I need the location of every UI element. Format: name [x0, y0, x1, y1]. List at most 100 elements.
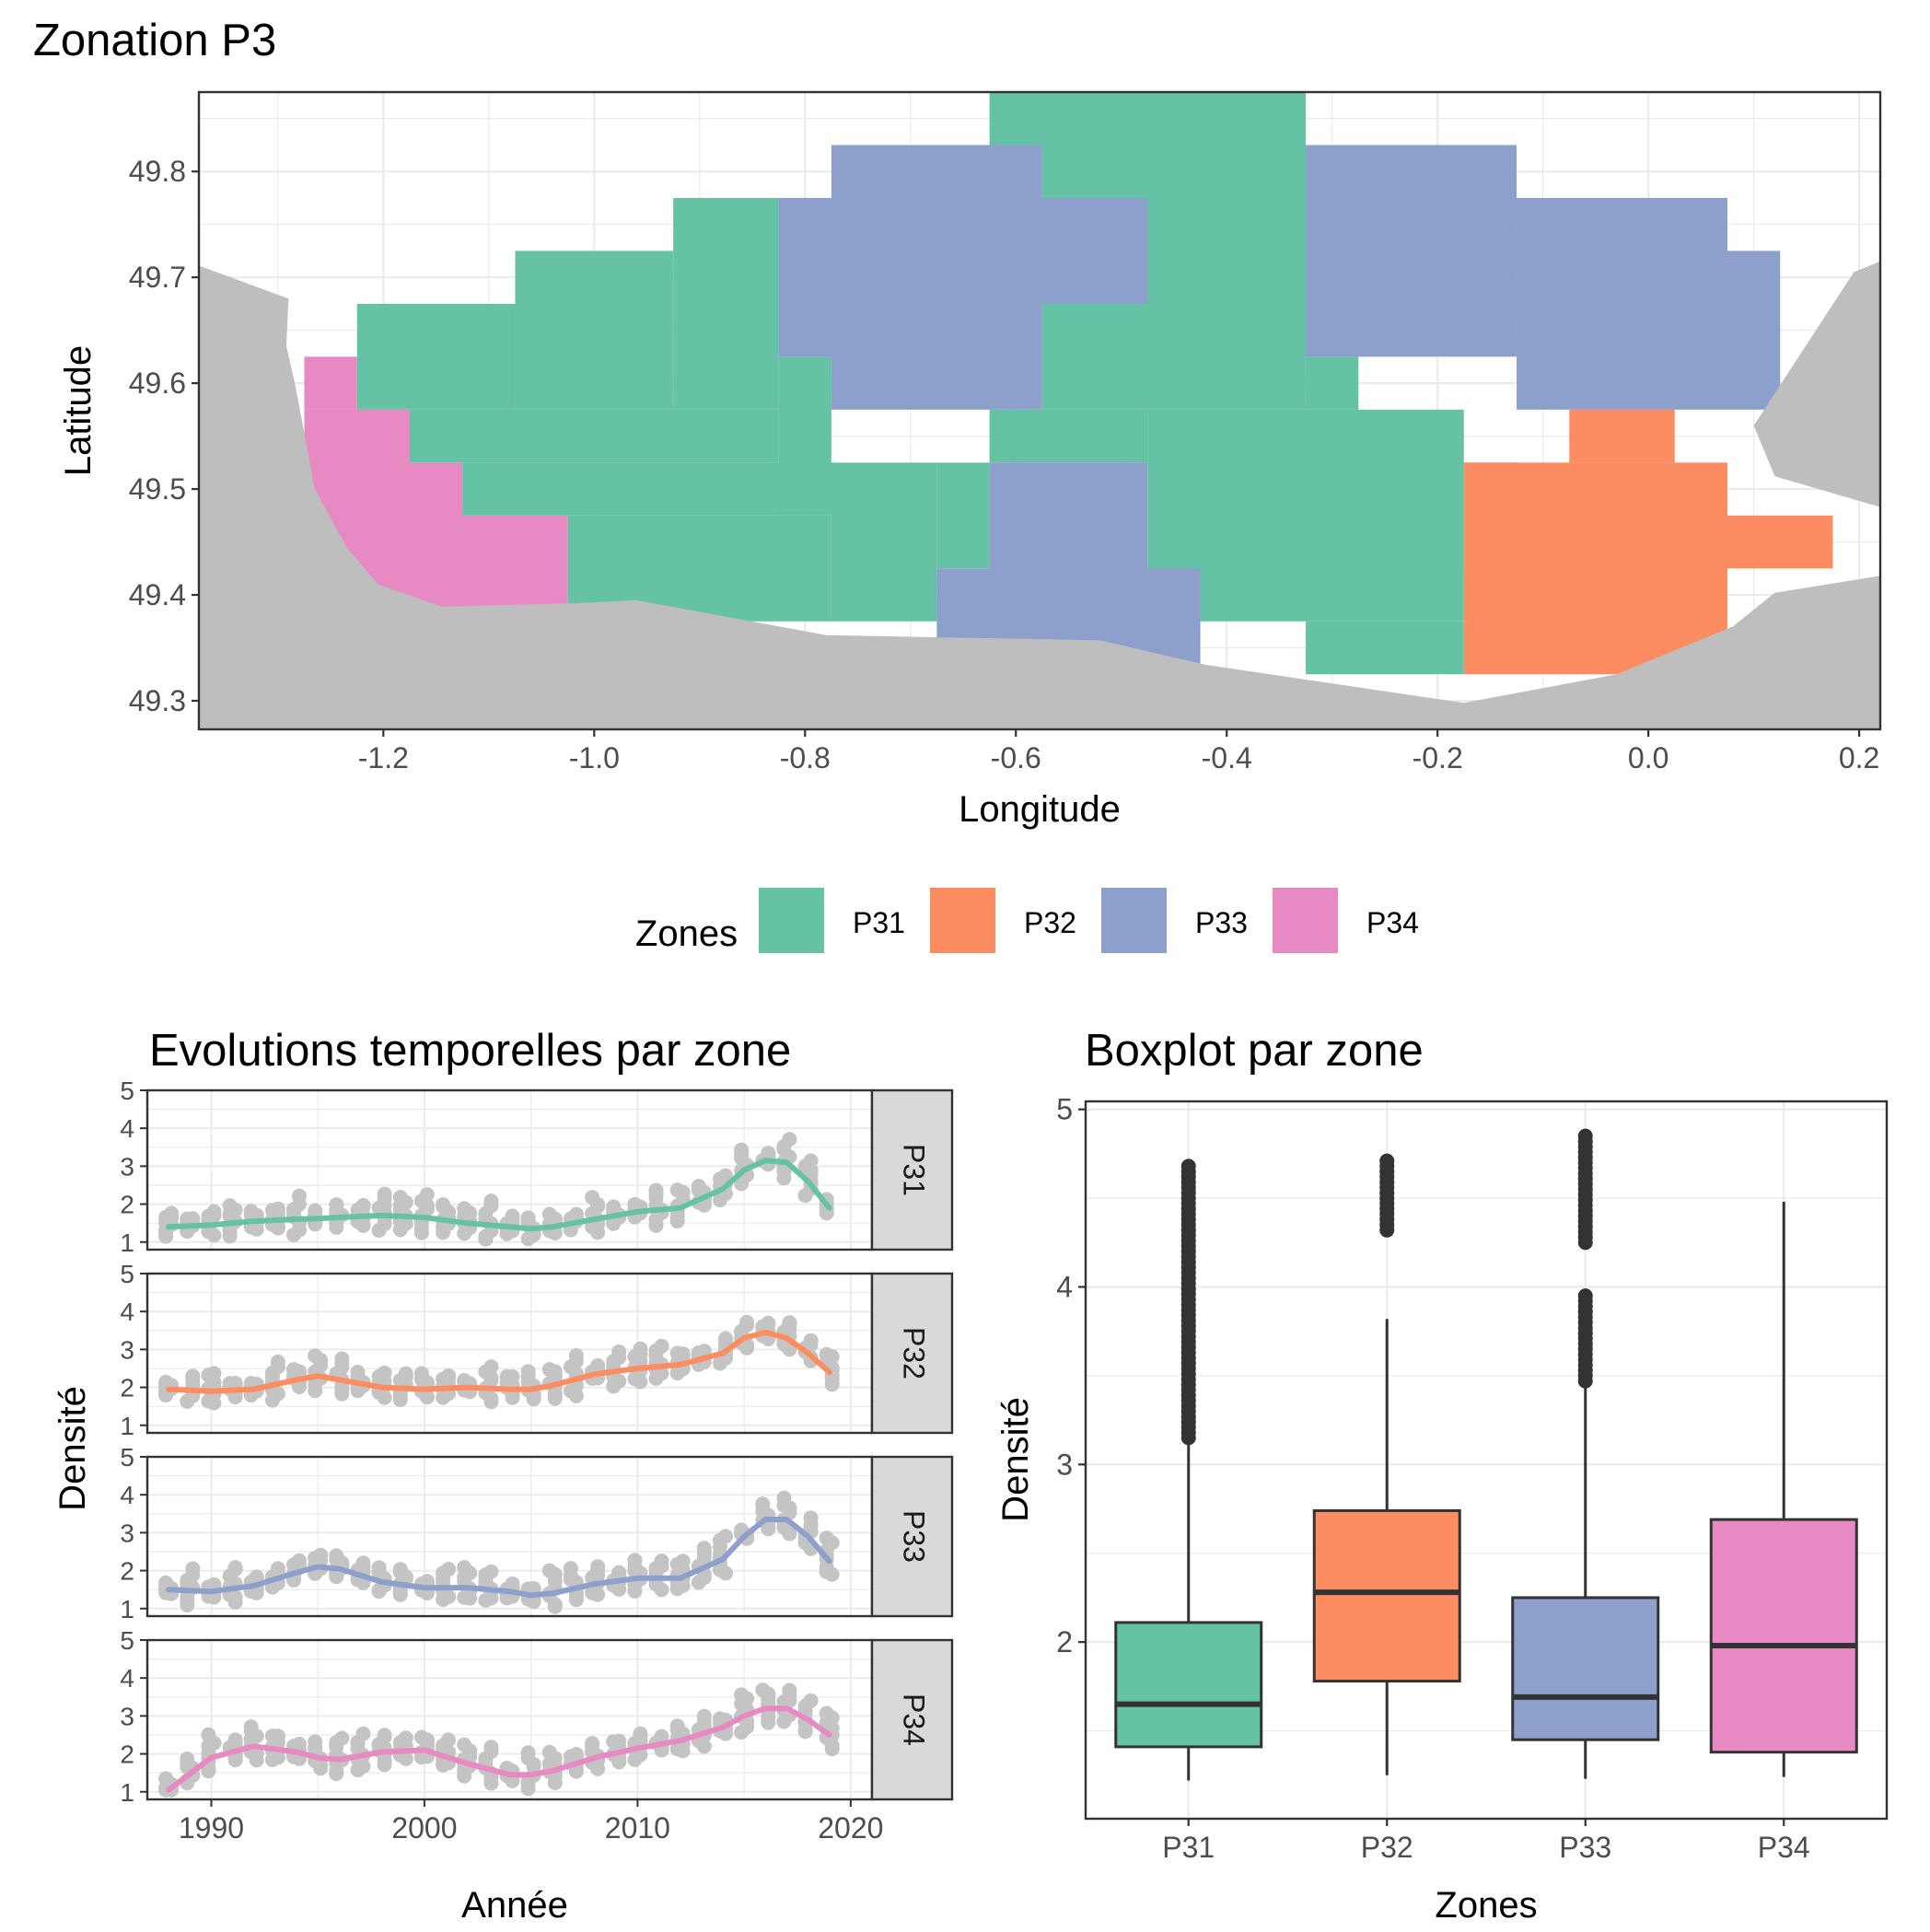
map-cell-p31	[831, 462, 937, 622]
map-cell-p32	[1463, 462, 1727, 675]
land-east-headland	[1753, 261, 1880, 507]
data-point	[654, 1728, 669, 1744]
map-cell-p31	[409, 409, 779, 463]
facet-y-tick-label: 5	[120, 1626, 134, 1655]
facet-y-tick-label: 5	[120, 1260, 134, 1288]
data-point	[270, 1354, 285, 1369]
box-marks	[1114, 1128, 1858, 1781]
data-point	[222, 1198, 238, 1214]
series-x-tick-label: 1990	[179, 1811, 244, 1845]
map-cell-p31	[989, 409, 1148, 463]
map-y-tick-label: 49.4	[129, 578, 186, 611]
facet-strip-label: P31	[898, 1144, 931, 1196]
series-x-tick-label: 2000	[391, 1811, 457, 1845]
map-y-tick-label: 49.7	[129, 261, 186, 294]
series-title: Evolutions temporelles par zone	[149, 1026, 791, 1076]
map-cell-p31	[462, 462, 831, 516]
box-p34	[1709, 1201, 1858, 1777]
legend-title: Zones	[635, 914, 738, 954]
data-point	[185, 1368, 201, 1384]
facet-strip	[870, 1088, 954, 1251]
map-cell-p33	[989, 197, 1148, 304]
map-cell-p31	[778, 356, 831, 516]
data-point	[355, 1726, 371, 1741]
facet-y-tick-label: 4	[120, 1664, 134, 1693]
facet-p34: P34 1 2 3 4 5	[120, 1626, 954, 1807]
box-y-label: Densité	[995, 1397, 1036, 1522]
data-point	[377, 1728, 392, 1743]
data-point	[611, 1344, 627, 1359]
zones-legend: Zones P31 P32 P33 P34	[635, 888, 1419, 954]
map-y-label: Latitude	[58, 345, 99, 476]
data-point	[377, 1186, 392, 1202]
data-point	[755, 1682, 771, 1698]
facet-strip-label: P32	[898, 1327, 931, 1379]
facet-strip	[870, 1638, 954, 1801]
data-point	[585, 1736, 600, 1752]
data-point	[627, 1553, 643, 1568]
data-point	[292, 1553, 307, 1568]
data-point	[696, 1541, 712, 1556]
box-body	[1114, 1621, 1263, 1749]
data-point	[590, 1559, 606, 1575]
data-point	[739, 1314, 755, 1330]
series-y-label: Densité	[52, 1386, 93, 1511]
data-point	[505, 1576, 520, 1591]
data-point	[227, 1732, 243, 1748]
data-point	[505, 1208, 520, 1224]
data-point	[308, 1734, 323, 1750]
data-point	[441, 1732, 457, 1748]
data-point	[206, 1366, 222, 1381]
data-point	[611, 1733, 627, 1749]
data-point	[292, 1737, 307, 1752]
map-cell-p31	[673, 197, 779, 410]
data-point	[782, 1132, 797, 1147]
data-point	[499, 1368, 515, 1384]
legend-label-p33: P33	[1195, 906, 1248, 939]
data-point	[413, 1729, 429, 1745]
data-point	[819, 1346, 834, 1362]
data-point	[563, 1561, 578, 1577]
data-point	[611, 1565, 627, 1580]
data-point	[350, 1365, 366, 1379]
data-point	[227, 1560, 243, 1576]
trend-line-p31	[166, 1158, 832, 1232]
data-point	[483, 1193, 499, 1209]
data-point	[520, 1364, 536, 1379]
data-point	[648, 1182, 664, 1198]
facet-y-tick-label: 4	[120, 1114, 134, 1143]
data-point	[457, 1737, 472, 1752]
facet-y-tick-label: 3	[120, 1519, 134, 1547]
facet-strip	[870, 1272, 954, 1435]
map-x-ticks: -1.2 -1.0 -0.8 -0.6 -0.4 -0.2 0.0 0.2	[358, 729, 1879, 774]
box-outlier	[1577, 1288, 1593, 1304]
data-point	[691, 1179, 706, 1194]
box-y-tick-label: 3	[1056, 1448, 1073, 1481]
data-point	[568, 1206, 584, 1222]
data-point	[541, 1563, 557, 1578]
data-point	[669, 1182, 685, 1198]
data-point	[734, 1687, 750, 1703]
data-point	[669, 1345, 685, 1361]
map-cell-p31	[515, 250, 674, 410]
box-body	[1312, 1508, 1461, 1683]
box-y-tick-label: 4	[1056, 1270, 1073, 1303]
data-point	[371, 1560, 387, 1576]
data-point	[568, 1747, 584, 1762]
map-title: Zonation P3	[33, 16, 276, 65]
map-land	[199, 261, 1880, 729]
facet-y-tick-label: 3	[120, 1702, 134, 1730]
data-point	[206, 1204, 222, 1219]
data-point	[398, 1366, 413, 1381]
map-cell-p33	[1727, 250, 1781, 410]
data-point	[355, 1197, 371, 1213]
data-point	[803, 1510, 819, 1526]
box-title: Boxplot par zone	[1085, 1026, 1424, 1076]
data-point	[264, 1728, 280, 1744]
data-point	[308, 1348, 323, 1364]
facet-p31: P31 1 2 3 4 5	[120, 1077, 954, 1257]
facet-p32: P32 1 2 3 4 5	[120, 1260, 954, 1440]
data-point	[398, 1730, 413, 1746]
data-point	[308, 1203, 323, 1218]
facet-y-tick-label: 3	[120, 1152, 134, 1181]
